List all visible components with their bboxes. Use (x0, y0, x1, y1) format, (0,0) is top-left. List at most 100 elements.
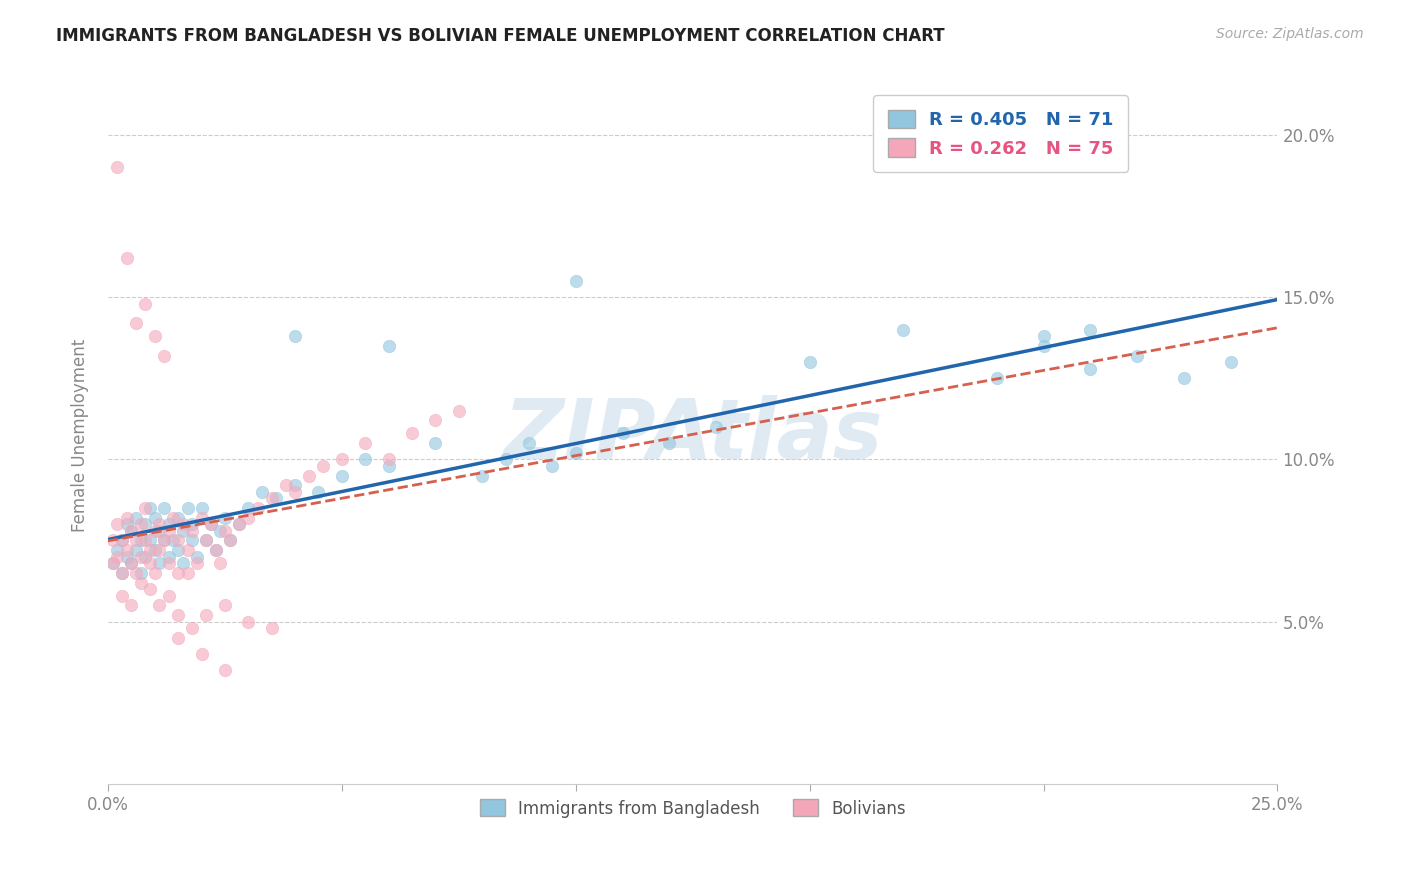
Point (157, 524, 180, 538)
Point (153, 349, 176, 363)
Point (308, 484, 330, 499)
Point (377, 458, 399, 473)
Y-axis label: Female Unemployment: Female Unemployment (72, 338, 89, 532)
Point (298, 468, 321, 483)
Point (495, 452, 517, 467)
Point (266, 491, 288, 506)
Point (564, 274, 586, 288)
Point (115, 252, 138, 266)
Point (377, 452, 399, 467)
Point (129, 566, 152, 580)
Point (153, 501, 176, 516)
Point (190, 647, 212, 661)
Point (101, 556, 124, 570)
Point (111, 566, 134, 580)
Point (214, 510, 236, 524)
Point (471, 468, 494, 483)
Point (125, 316, 148, 330)
Point (330, 468, 353, 483)
Point (148, 524, 170, 538)
Point (204, 543, 226, 558)
Point (312, 458, 335, 473)
Point (260, 621, 283, 635)
Point (658, 436, 681, 450)
Point (139, 533, 162, 548)
Point (153, 533, 176, 548)
Point (167, 510, 190, 524)
Point (111, 533, 134, 548)
Text: Source: ZipAtlas.com: Source: ZipAtlas.com (1216, 27, 1364, 41)
Point (274, 478, 297, 492)
Point (134, 549, 156, 564)
Point (139, 582, 162, 596)
Point (238, 510, 260, 524)
Point (148, 517, 170, 532)
Point (181, 517, 204, 532)
Point (134, 501, 156, 516)
Point (799, 355, 821, 369)
Point (176, 543, 198, 558)
Point (172, 517, 194, 532)
Point (181, 524, 204, 538)
Point (120, 556, 142, 570)
Point (517, 436, 540, 450)
Point (1032, 339, 1054, 353)
Point (157, 556, 180, 570)
Point (238, 615, 260, 629)
Point (105, 543, 128, 558)
Point (129, 517, 152, 532)
Point (111, 566, 134, 580)
Point (1078, 323, 1101, 337)
Point (891, 323, 914, 337)
Point (284, 329, 307, 343)
Point (143, 329, 166, 343)
Point (139, 543, 162, 558)
Point (377, 339, 399, 353)
Point (218, 533, 240, 548)
Point (228, 517, 250, 532)
Point (354, 452, 377, 467)
Point (172, 556, 194, 570)
Point (209, 556, 232, 570)
Point (101, 556, 124, 570)
Point (162, 533, 184, 548)
Point (167, 631, 190, 645)
Point (120, 524, 142, 538)
Point (105, 161, 128, 175)
Point (143, 524, 166, 538)
Point (115, 510, 138, 524)
Point (143, 566, 166, 580)
Point (115, 549, 138, 564)
Point (986, 371, 1008, 385)
Point (209, 524, 232, 538)
Point (195, 533, 218, 548)
Point (115, 543, 138, 558)
Point (200, 517, 222, 532)
Point (447, 403, 470, 417)
Point (148, 599, 170, 613)
Point (186, 549, 208, 564)
Point (125, 543, 148, 558)
Point (120, 599, 142, 613)
Point (111, 533, 134, 548)
Point (153, 533, 176, 548)
Point (148, 556, 170, 570)
Text: IMMIGRANTS FROM BANGLADESH VS BOLIVIAN FEMALE UNEMPLOYMENT CORRELATION CHART: IMMIGRANTS FROM BANGLADESH VS BOLIVIAN F… (56, 27, 945, 45)
Point (120, 524, 142, 538)
Point (214, 524, 236, 538)
Point (111, 589, 134, 603)
Point (218, 533, 240, 548)
Point (1032, 329, 1054, 343)
Point (186, 556, 208, 570)
Point (195, 608, 218, 623)
Point (204, 543, 226, 558)
Point (125, 566, 148, 580)
Point (139, 556, 162, 570)
Point (162, 510, 184, 524)
Point (1126, 349, 1149, 363)
Point (564, 446, 586, 460)
Point (129, 549, 152, 564)
Point (134, 296, 156, 310)
Text: ZIPAtlas: ZIPAtlas (503, 394, 883, 475)
Point (125, 510, 148, 524)
